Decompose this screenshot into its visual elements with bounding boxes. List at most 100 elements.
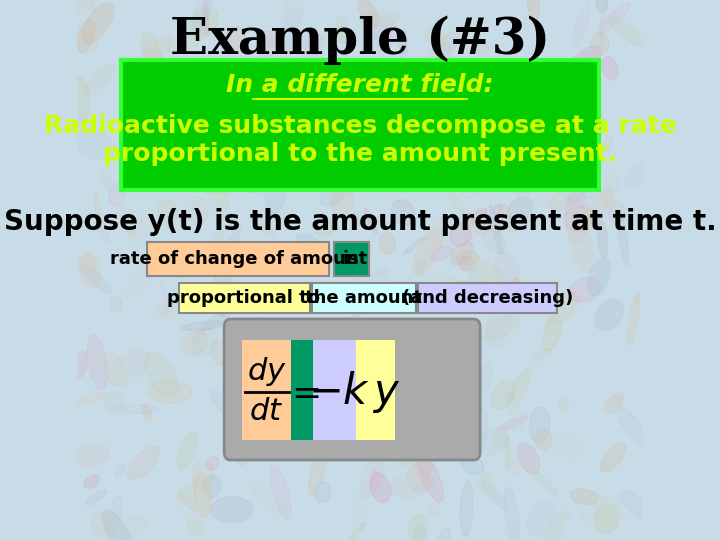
Ellipse shape — [486, 292, 512, 347]
Ellipse shape — [167, 43, 202, 85]
Ellipse shape — [516, 167, 531, 201]
Ellipse shape — [428, 30, 463, 62]
Ellipse shape — [478, 472, 495, 495]
Ellipse shape — [505, 393, 514, 401]
Ellipse shape — [605, 135, 613, 153]
Ellipse shape — [271, 466, 292, 519]
Ellipse shape — [199, 72, 233, 111]
Ellipse shape — [525, 106, 541, 121]
Ellipse shape — [618, 407, 647, 446]
Ellipse shape — [549, 144, 566, 157]
Ellipse shape — [258, 129, 276, 148]
Ellipse shape — [267, 130, 302, 147]
Ellipse shape — [249, 414, 271, 421]
Ellipse shape — [192, 0, 212, 33]
Ellipse shape — [251, 114, 295, 128]
Ellipse shape — [418, 94, 460, 116]
Ellipse shape — [364, 208, 377, 234]
Ellipse shape — [70, 393, 107, 407]
Ellipse shape — [618, 212, 629, 265]
Ellipse shape — [80, 349, 100, 382]
Ellipse shape — [111, 296, 122, 312]
Ellipse shape — [305, 133, 334, 172]
Ellipse shape — [471, 409, 487, 455]
Ellipse shape — [258, 325, 282, 345]
Ellipse shape — [480, 116, 507, 135]
Ellipse shape — [91, 2, 103, 13]
Ellipse shape — [577, 53, 597, 79]
Ellipse shape — [361, 449, 385, 498]
Ellipse shape — [411, 335, 444, 361]
FancyBboxPatch shape — [418, 283, 557, 313]
Ellipse shape — [74, 351, 87, 379]
Ellipse shape — [383, 62, 406, 71]
Ellipse shape — [490, 380, 516, 409]
Ellipse shape — [108, 495, 122, 535]
Ellipse shape — [245, 132, 277, 160]
Text: proportional to: proportional to — [167, 289, 320, 307]
Ellipse shape — [411, 408, 418, 423]
Text: Suppose y(t) is the amount present at time t.: Suppose y(t) is the amount present at ti… — [4, 208, 716, 236]
Ellipse shape — [604, 393, 623, 414]
Ellipse shape — [474, 44, 490, 55]
Ellipse shape — [160, 278, 169, 313]
Ellipse shape — [598, 220, 608, 259]
Ellipse shape — [74, 444, 109, 467]
Text: Example (#3): Example (#3) — [170, 15, 550, 65]
Ellipse shape — [459, 177, 477, 199]
Ellipse shape — [564, 207, 598, 232]
Ellipse shape — [388, 374, 408, 429]
Ellipse shape — [465, 222, 477, 242]
Ellipse shape — [263, 40, 282, 71]
Ellipse shape — [115, 516, 148, 539]
Ellipse shape — [393, 447, 419, 467]
FancyBboxPatch shape — [312, 283, 415, 313]
Ellipse shape — [480, 427, 508, 456]
Ellipse shape — [331, 189, 353, 216]
Ellipse shape — [199, 6, 209, 34]
Ellipse shape — [186, 196, 209, 224]
Ellipse shape — [436, 528, 451, 540]
Ellipse shape — [494, 253, 519, 287]
Ellipse shape — [142, 404, 152, 421]
Ellipse shape — [591, 32, 609, 55]
Ellipse shape — [459, 256, 473, 271]
Ellipse shape — [277, 296, 320, 311]
Ellipse shape — [177, 432, 197, 469]
Ellipse shape — [492, 204, 503, 215]
Ellipse shape — [603, 57, 618, 80]
Ellipse shape — [157, 200, 178, 227]
Ellipse shape — [256, 215, 275, 238]
Ellipse shape — [428, 502, 441, 515]
Ellipse shape — [99, 226, 109, 242]
Ellipse shape — [226, 26, 245, 49]
Ellipse shape — [518, 443, 540, 474]
Ellipse shape — [416, 260, 427, 273]
Ellipse shape — [549, 181, 585, 211]
Ellipse shape — [336, 17, 348, 43]
Ellipse shape — [552, 532, 565, 540]
Text: $dy$: $dy$ — [247, 355, 287, 388]
Text: $dt$: $dt$ — [249, 397, 284, 427]
Ellipse shape — [595, 496, 618, 528]
Ellipse shape — [178, 491, 196, 512]
Ellipse shape — [402, 124, 414, 172]
Ellipse shape — [202, 306, 235, 330]
Ellipse shape — [456, 251, 479, 266]
Ellipse shape — [352, 270, 385, 282]
Ellipse shape — [431, 217, 454, 246]
Ellipse shape — [192, 329, 206, 343]
Ellipse shape — [102, 509, 133, 540]
Ellipse shape — [513, 278, 525, 306]
Ellipse shape — [508, 369, 530, 414]
Ellipse shape — [130, 207, 153, 262]
Ellipse shape — [588, 258, 610, 296]
Ellipse shape — [220, 82, 258, 117]
Ellipse shape — [214, 264, 232, 317]
Ellipse shape — [414, 524, 426, 540]
Ellipse shape — [320, 179, 346, 206]
Ellipse shape — [543, 85, 562, 96]
Ellipse shape — [361, 11, 392, 55]
Ellipse shape — [543, 315, 562, 351]
Ellipse shape — [546, 291, 578, 326]
